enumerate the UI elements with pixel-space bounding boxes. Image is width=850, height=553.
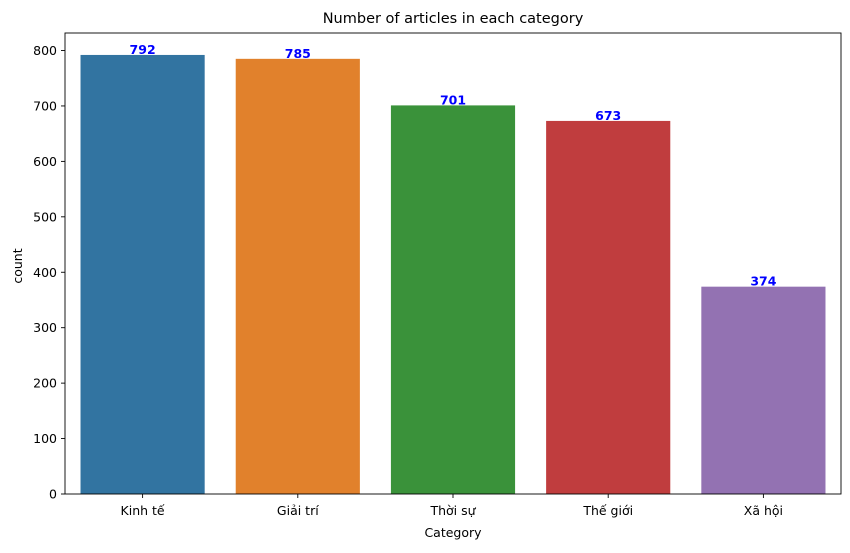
bar-0 bbox=[80, 54, 205, 494]
y-tick-label-6: 600 bbox=[33, 154, 57, 169]
y-tick-label-5: 500 bbox=[33, 209, 57, 224]
chart-title: Number of articles in each category bbox=[323, 11, 584, 27]
y-tick-label-7: 700 bbox=[33, 98, 57, 113]
plot-frame bbox=[64, 32, 842, 495]
data-labels-layer: 792 785 701 673 374 bbox=[130, 42, 777, 289]
y-axis: 0 100 200 300 400 500 600 700 800 bbox=[33, 43, 65, 502]
bars-layer bbox=[80, 54, 826, 495]
x-tick-label-0: Kinh tế bbox=[121, 503, 165, 518]
y-tick-label-8: 800 bbox=[33, 43, 57, 58]
y-tick-label-4: 400 bbox=[33, 265, 57, 280]
x-tick-label-1: Giải trí bbox=[277, 503, 319, 518]
data-label-0: 792 bbox=[130, 42, 156, 57]
x-axis-label: Category bbox=[424, 525, 482, 540]
data-label-4: 374 bbox=[750, 274, 776, 289]
y-axis-label: count bbox=[10, 248, 25, 283]
x-tick-label-2: Thời sự bbox=[429, 503, 476, 518]
y-tick-label-3: 300 bbox=[33, 320, 57, 335]
y-tick-label-2: 200 bbox=[33, 376, 57, 391]
bar-4 bbox=[701, 286, 826, 494]
bar-1 bbox=[235, 58, 360, 494]
data-label-3: 673 bbox=[595, 108, 621, 123]
data-label-2: 701 bbox=[440, 92, 466, 107]
bar-2 bbox=[390, 105, 516, 495]
x-tick-label-4: Xã hội bbox=[744, 503, 783, 518]
x-axis: Kinh tế Giải trí Thời sự Thế giới Xã hội bbox=[121, 494, 783, 518]
bar-3 bbox=[546, 120, 671, 495]
x-tick-label-3: Thế giới bbox=[582, 503, 633, 518]
y-tick-label-0: 0 bbox=[49, 487, 57, 502]
y-tick-label-1: 100 bbox=[33, 431, 57, 446]
data-label-1: 785 bbox=[285, 46, 311, 61]
